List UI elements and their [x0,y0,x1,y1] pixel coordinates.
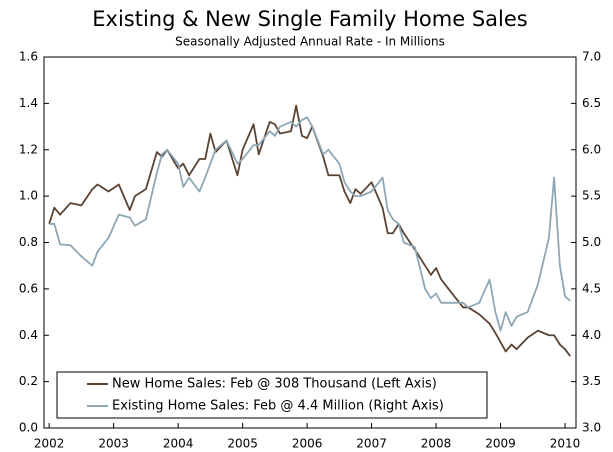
legend-label: Existing Home Sales: Feb @ 4.4 Million (… [112,399,444,414]
line-series [49,116,571,332]
y2-tick-label: 7.0 [582,50,601,64]
y-tick-label: 0.0 [19,421,38,435]
y2-tick-label: 4.5 [582,281,601,295]
chart-title: Existing & New Single Family Home Sales [92,7,527,31]
y-tick-label: 1.2 [19,142,38,156]
x-tick-label: 2009 [485,437,516,451]
x-tick-label: 2010 [550,437,581,451]
y-tick-label: 1.0 [19,189,38,203]
x-tick-label: 2005 [227,437,258,451]
y-tick-label: 0.6 [19,281,38,295]
y-tick-label: 1.4 [19,96,38,110]
y2-tick-label: 3.5 [582,374,601,388]
y-tick-label: 0.2 [19,374,38,388]
line-series [48,104,571,357]
y2-tick-label: 3.0 [582,421,601,435]
x-tick-label: 2007 [356,437,387,451]
x-tick-label: 2004 [163,437,194,451]
legend-label: New Home Sales: Feb @ 308 Thousand (Left… [112,377,437,392]
y-tick-label: 0.4 [19,328,38,342]
x-tick-label: 2003 [98,437,129,451]
chart-subtitle: Seasonally Adjusted Annual Rate - In Mil… [175,35,445,49]
x-tick-label: 2002 [34,437,65,451]
x-tick-label: 2006 [292,437,323,451]
y2-tick-label: 4.0 [582,328,601,342]
y2-tick-label: 6.5 [582,96,601,110]
y2-tick-label: 6.0 [582,142,601,156]
x-tick-label: 2008 [421,437,452,451]
y-tick-label: 0.8 [19,235,38,249]
y2-tick-label: 5.5 [582,189,601,203]
y2-tick-label: 5.0 [582,235,601,249]
legend-box [56,371,488,419]
y-tick-label: 1.6 [19,50,38,64]
